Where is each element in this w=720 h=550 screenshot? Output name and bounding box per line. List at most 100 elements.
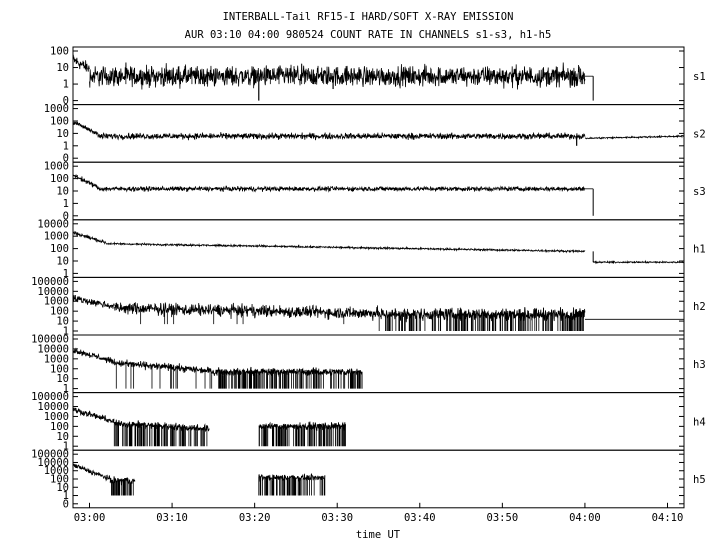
series-line [72,347,115,365]
series-line [72,407,115,424]
series-line [97,131,586,141]
y-tick-label: 100 [50,46,69,58]
series-line [114,301,379,321]
y-tick-label: 100000 [31,276,69,288]
y-tick-label: 1 [63,268,69,280]
channel-label-h2: h2 [693,301,706,313]
series-dropouts [258,422,346,447]
panels: 1001010s110001001010s210001001010s310000… [31,46,706,511]
channel-label-h4: h4 [693,416,706,428]
y-tick-label: 1000 [44,296,69,308]
series-line [72,463,111,482]
series-line [72,54,90,72]
x-tick-label: 04:00 [569,512,601,524]
x-tick-label: 03:00 [74,512,106,524]
y-tick-label: 10 [56,373,69,385]
y-tick-label: 100 [50,243,69,255]
y-tick-label: 1000 [44,161,69,173]
series-s3 [72,173,594,216]
y-tick-label: 0 [63,498,69,510]
series-h2 [72,295,684,331]
y-tick-label: 1000 [44,103,69,115]
series-dropouts [111,476,134,496]
channel-label-h1: h1 [693,244,706,256]
series-s2 [72,120,685,146]
series-dropouts [378,307,584,331]
x-axis: 03:00 03:10 03:20 03:30 03:40 03:50 04:00 04:10 [74,502,684,524]
series-h3 [72,347,363,389]
series-line [593,259,685,265]
y-tick-label: 100 [50,474,69,486]
y-tick-label: 10000 [37,457,69,469]
y-tick-label: 1 [63,79,69,91]
y-tick-label: 1000 [44,231,69,243]
channel-label-s3: s3 [693,186,706,198]
y-tick-label: 1 [63,326,69,338]
x-tick-label: 03:40 [404,512,436,524]
series-dropouts [113,420,208,447]
y-tick-label: 100 [50,173,69,185]
x-tick-label: 03:30 [321,512,353,524]
y-tick-label: 10 [56,128,69,140]
y-tick-label: 10 [56,62,69,74]
series-dropouts [115,363,213,389]
series-h5 [72,463,326,496]
series-line [72,120,99,136]
y-tick-label: 1 [63,383,69,395]
series-h1 [72,230,685,265]
channel-label-h3: h3 [693,359,706,371]
y-tick-label: 10000 [37,343,69,355]
y-tick-label: 1000 [44,411,69,423]
panel-frame [72,104,685,163]
channel-label-h5: h5 [693,474,706,486]
y-tick-label: 100 [50,116,69,128]
y-tick-label: 10 [56,256,69,268]
series-line [97,185,586,193]
panel-frame [72,276,685,336]
y-tick-label: 100000 [31,449,69,461]
x-tick-label: 03:50 [487,512,519,524]
y-tick-label: 0 [63,153,69,165]
y-tick-label: 10 [56,316,69,328]
series-dropouts [102,62,585,85]
y-tick-label: 1 [63,441,69,453]
y-tick-label: 100 [50,421,69,433]
series-line [105,241,586,254]
channel-label-s1: s1 [693,71,706,83]
chart-subtitle: AUR 03:10 04:00 980524 COUNT RATE IN CHA… [185,29,552,41]
y-tick-label: 0 [63,210,69,222]
y-tick-label: 100 [50,306,69,318]
series-line [72,230,107,245]
y-tick-label: 100000 [31,334,69,346]
panel-frame [72,449,685,509]
series-line [113,358,214,375]
series-line [72,295,115,310]
y-tick-label: 1000 [44,353,69,365]
y-tick-label: 10000 [37,401,69,413]
series-dropouts [258,473,326,496]
series-h4 [72,407,346,447]
y-tick-label: 1 [63,490,69,502]
chart-title: INTERBALL-Tail RF15-I HARD/SOFT X-RAY EM… [223,11,514,23]
y-tick-label: 10000 [37,286,69,298]
y-tick-label: 10000 [37,218,69,230]
x-tick-label: 04:10 [652,512,684,524]
panel-frame [72,161,685,221]
y-tick-label: 1000 [44,465,69,477]
series-line [72,173,99,190]
channel-label-s2: s2 [693,128,706,140]
x-tick-label: 03:20 [239,512,271,524]
x-tick-label: 03:10 [156,512,188,524]
y-tick-label: 10 [56,431,69,443]
series-line [89,62,586,90]
y-tick-label: 100000 [31,391,69,403]
series-dropouts [218,366,363,389]
